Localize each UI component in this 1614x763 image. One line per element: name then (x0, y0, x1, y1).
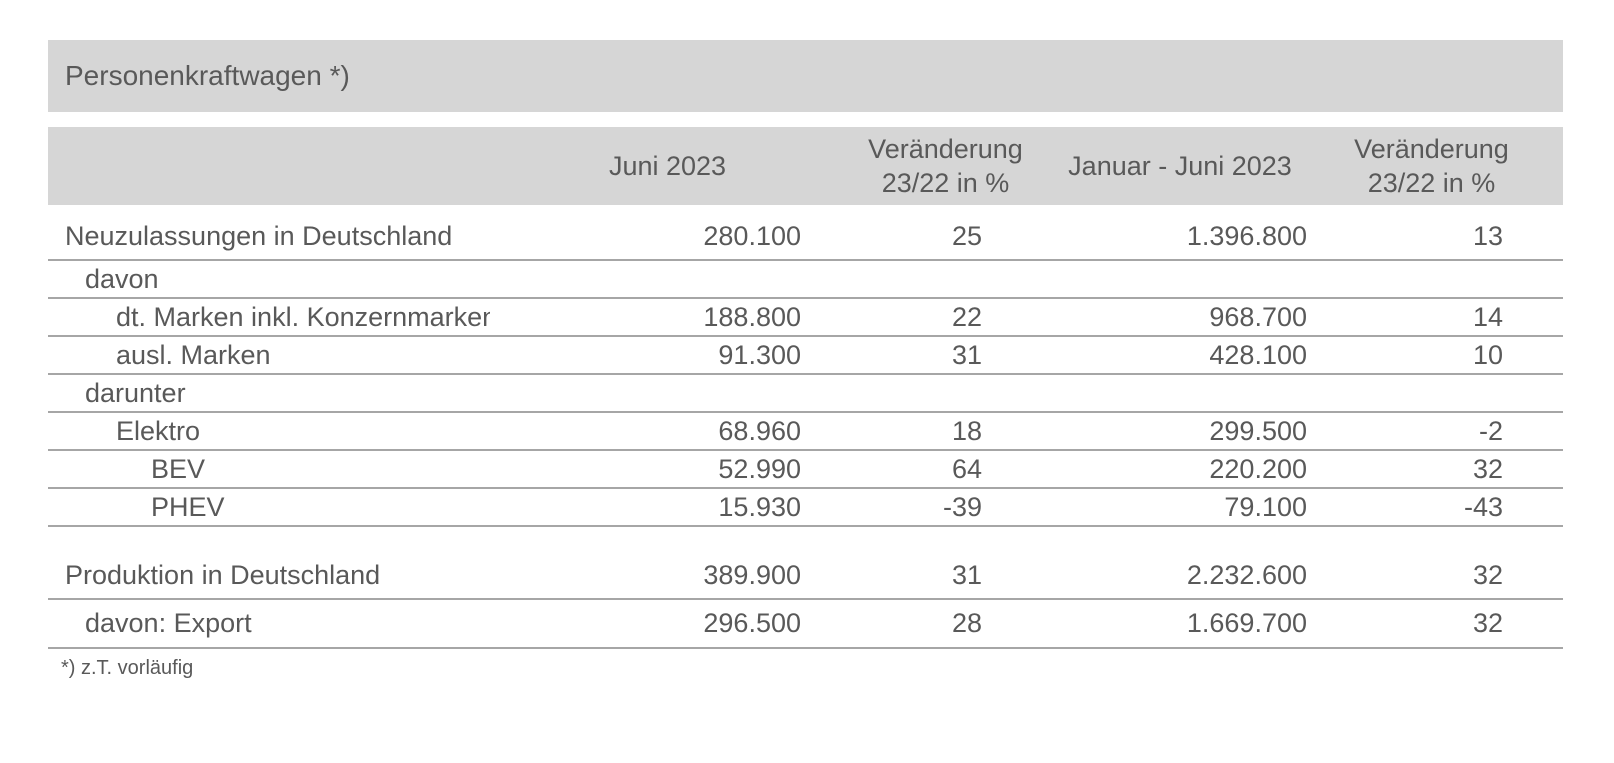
table-row: davon (48, 260, 1563, 299)
row-label: Neuzulassungen in Deutschland (48, 205, 490, 261)
cell-januar-juni-2023: 1.669.700 (1040, 599, 1320, 649)
cell-januar-juni-2023 (1040, 260, 1320, 299)
cell-veraenderung-ytd: -2 (1320, 412, 1563, 451)
table-title: Personenkraftwagen *) (65, 60, 350, 91)
cell-veraenderung-ytd: 14 (1320, 298, 1563, 337)
table-row: Neuzulassungen in Deutschland 280.100 25… (48, 205, 1563, 261)
cell-juni-2023: 15.930 (490, 488, 815, 527)
cell-veraenderung-monat: 22 (815, 298, 1040, 337)
cell-veraenderung-monat: 64 (815, 450, 1040, 489)
header-veraenderung-monat: Veränderung 23/22 in % (815, 127, 1040, 205)
page: Personenkraftwagen *) Juni 2023 Veränder… (48, 40, 1563, 679)
table-row: ausl. Marken 91.300 31 428.100 10 (48, 336, 1563, 375)
cell-juni-2023: 296.500 (490, 599, 815, 649)
cell-januar-juni-2023: 968.700 (1040, 298, 1320, 337)
row-label: ausl. Marken (48, 336, 490, 375)
cell-juni-2023 (490, 374, 815, 413)
cell-veraenderung-monat: 28 (815, 599, 1040, 649)
cell-januar-juni-2023: 220.200 (1040, 450, 1320, 489)
cell-juni-2023: 188.800 (490, 298, 815, 337)
cell-veraenderung-monat: 31 (815, 336, 1040, 375)
table-row: darunter (48, 374, 1563, 413)
cell-veraenderung-ytd (1320, 260, 1563, 299)
header-juni-2023: Juni 2023 (490, 127, 815, 205)
cell-juni-2023: 91.300 (490, 336, 815, 375)
cell-veraenderung-monat (815, 374, 1040, 413)
cell-juni-2023 (490, 260, 815, 299)
cell-veraenderung-ytd: 32 (1320, 450, 1563, 489)
header-row: Juni 2023 Veränderung 23/22 in % Januar … (48, 127, 1563, 205)
spacer-cell (48, 526, 1563, 552)
table-row: PHEV 15.930 -39 79.100 -43 (48, 488, 1563, 527)
table-row: BEV 52.990 64 220.200 32 (48, 450, 1563, 489)
cell-januar-juni-2023 (1040, 374, 1320, 413)
row-label: davon (48, 260, 490, 299)
header-label-column (48, 127, 490, 205)
row-label: BEV (48, 450, 490, 489)
cell-januar-juni-2023: 79.100 (1040, 488, 1320, 527)
cell-januar-juni-2023: 1.396.800 (1040, 205, 1320, 261)
cell-juni-2023: 389.900 (490, 552, 815, 600)
row-label: darunter (48, 374, 490, 413)
cell-veraenderung-monat: 31 (815, 552, 1040, 600)
row-label: dt. Marken inkl. Konzernmarken (48, 298, 490, 337)
cell-veraenderung-monat: -39 (815, 488, 1040, 527)
cell-veraenderung-monat (815, 260, 1040, 299)
cell-veraenderung-monat: 25 (815, 205, 1040, 261)
header-veraenderung-ytd: Veränderung 23/22 in % (1320, 127, 1563, 205)
row-label: PHEV (48, 488, 490, 527)
cell-juni-2023: 280.100 (490, 205, 815, 261)
cell-veraenderung-ytd: 10 (1320, 336, 1563, 375)
row-label: Elektro (48, 412, 490, 451)
table-title-band: Personenkraftwagen *) (48, 40, 1563, 112)
cell-veraenderung-monat: 18 (815, 412, 1040, 451)
table-row: Elektro 68.960 18 299.500 -2 (48, 412, 1563, 451)
cell-januar-juni-2023: 2.232.600 (1040, 552, 1320, 600)
cell-veraenderung-ytd: 32 (1320, 552, 1563, 600)
cell-veraenderung-ytd (1320, 374, 1563, 413)
cell-juni-2023: 52.990 (490, 450, 815, 489)
cell-veraenderung-ytd: -43 (1320, 488, 1563, 527)
cell-veraenderung-ytd: 32 (1320, 599, 1563, 649)
table-row: dt. Marken inkl. Konzernmarken 188.800 2… (48, 298, 1563, 337)
footnote: *) z.T. vorläufig (61, 657, 194, 679)
table-row: Produktion in Deutschland 389.900 31 2.2… (48, 552, 1563, 600)
header-januar-juni-2023: Januar - Juni 2023 (1040, 127, 1320, 205)
cell-januar-juni-2023: 428.100 (1040, 336, 1320, 375)
cell-januar-juni-2023: 299.500 (1040, 412, 1320, 451)
row-label: Produktion in Deutschland (48, 552, 490, 600)
cell-veraenderung-ytd: 13 (1320, 205, 1563, 261)
table-row: davon: Export 296.500 28 1.669.700 32 (48, 599, 1563, 649)
cell-juni-2023: 68.960 (490, 412, 815, 451)
row-label: davon: Export (48, 599, 490, 649)
spacer-row (48, 526, 1563, 552)
pkw-statistics-table: Juni 2023 Veränderung 23/22 in % Januar … (48, 127, 1563, 649)
